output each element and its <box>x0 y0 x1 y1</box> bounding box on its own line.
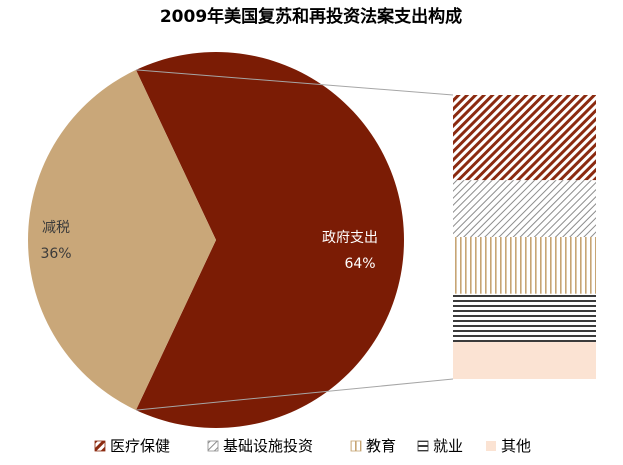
legend-label-infrastructure: 基础设施投资 <box>223 437 313 455</box>
legend-label-other: 其他 <box>501 437 531 455</box>
slice-label-government-name: 政府支出 <box>322 230 378 246</box>
slice-label-tax-name: 减税 <box>42 220 70 236</box>
legend-swatch-healthcare <box>94 440 106 452</box>
legend: 医疗保健 基础设施投资 教育 就业 其他 <box>94 437 531 455</box>
connector-line-top <box>135 69 454 96</box>
legend-swatch-other <box>486 441 496 451</box>
legend-swatch-education <box>350 440 362 452</box>
bar-segment-education <box>453 237 596 294</box>
legend-label-education: 教育 <box>366 437 396 455</box>
slice-label-tax-value: 36% <box>40 246 71 262</box>
connector-lines <box>135 69 454 411</box>
bar-segment-employment <box>453 293 596 343</box>
chart-title: 2009年美国复苏和再投资法案支出构成 <box>160 6 462 27</box>
bar-segment-other <box>453 342 596 379</box>
bar-segment-infrastructure <box>453 180 596 237</box>
pie-slice-tax <box>28 69 217 411</box>
slice-label-government-value: 64% <box>344 256 375 272</box>
legend-swatch-infrastructure <box>207 440 219 452</box>
legend-swatch-employment <box>417 440 429 452</box>
legend-label-healthcare: 医疗保健 <box>110 437 170 455</box>
pie-slices <box>28 51 405 429</box>
legend-label-employment: 就业 <box>433 437 463 455</box>
connector-line-bottom <box>135 378 454 411</box>
bar-segment-healthcare <box>453 95 596 181</box>
pie-slice-government <box>135 51 405 429</box>
breakdown-bar <box>453 95 596 379</box>
